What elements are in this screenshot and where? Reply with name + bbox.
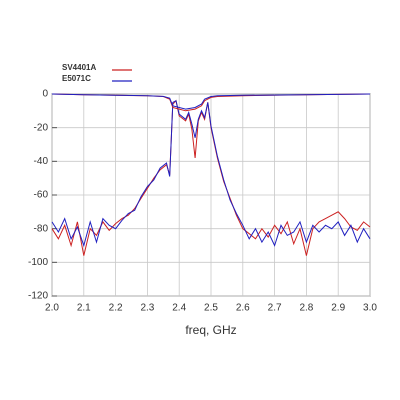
y-tick-label: -80 (34, 223, 49, 234)
x-tick-label: 2.0 (45, 303, 59, 314)
x-tick-label: 2.1 (77, 303, 91, 314)
y-tick-label: -40 (34, 156, 49, 167)
y-tick-label: -60 (34, 190, 49, 201)
x-tick-label: 2.8 (299, 303, 313, 314)
x-tick-label: 2.6 (236, 303, 250, 314)
x-tick-label: 2.5 (204, 303, 218, 314)
series-line (51, 99, 371, 248)
y-tick-label: 0 (42, 89, 48, 100)
x-tick-label: 2.4 (172, 303, 186, 314)
x-tick-label: 3.0 (363, 303, 377, 314)
y-tick-label: -120 (28, 291, 48, 302)
x-axis-label: freq, GHz (185, 323, 236, 337)
x-tick-label: 2.2 (109, 303, 123, 314)
series-line (51, 93, 371, 110)
legend-label: SV4401A (62, 63, 96, 72)
x-tick-label: 2.3 (140, 303, 154, 314)
x-tick-label: 2.9 (331, 303, 345, 314)
y-tick-label: -20 (34, 122, 49, 133)
y-tick-label: -100 (28, 257, 48, 268)
series-line (51, 99, 371, 256)
legend-label: E5071C (62, 74, 91, 83)
x-tick-label: 2.7 (268, 303, 282, 314)
